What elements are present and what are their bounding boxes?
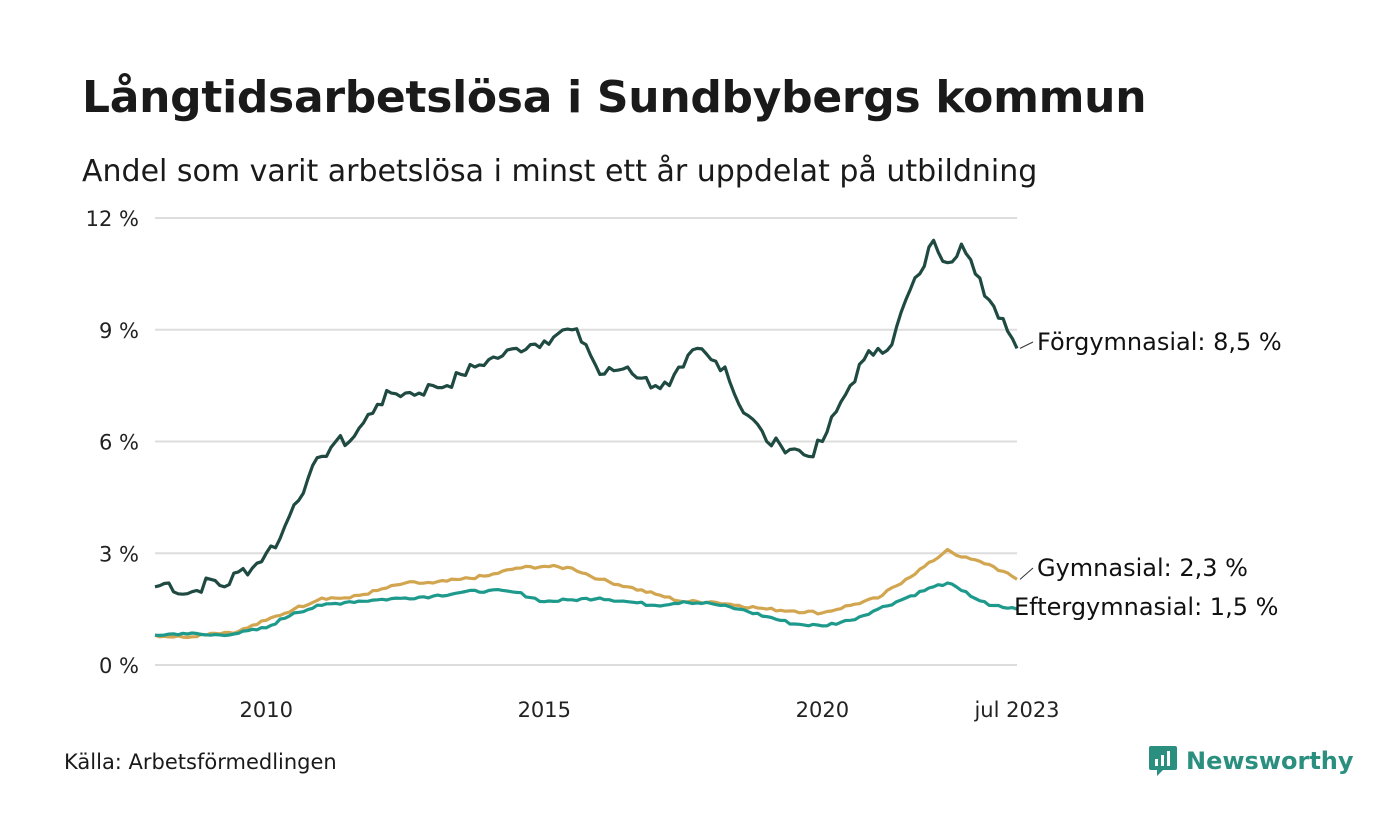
x-tick-label: jul 2023 [973,698,1059,722]
label-leader-line [1019,567,1034,580]
series-line-gymnasial [154,547,1018,640]
series-lines [154,238,1019,640]
chart-title: Långtidsarbetslösa i Sundbybergs kommun [82,72,1147,123]
chart-subtitle: Andel som varit arbetslösa i minst ett å… [82,154,1038,189]
y-tick-label: 9 % [99,319,139,343]
series-line-forgymnasial [154,238,1019,596]
newsworthy-icon [1149,746,1177,776]
y-tick-label: 0 % [99,654,139,678]
y-tick-label: 6 % [99,431,139,455]
x-axis-ticks: 2010 2015 2020 jul 2023 [239,698,1059,722]
x-tick-label: 2015 [518,698,571,722]
series-end-labels: Förgymnasial: 8,5 % Gymnasial: 2,3 % Efter… [1014,328,1282,621]
y-tick-label: 3 % [99,542,139,566]
grid-lines [155,217,1017,666]
brand-name: Newsworthy [1186,747,1354,775]
label-leader-line [1019,341,1034,349]
x-tick-label: 2020 [796,698,849,722]
y-tick-label: 12 % [86,207,139,231]
y-axis-ticks: 0 % 3 % 6 % 9 % 12 % [86,207,139,678]
series-end-label-eftergymnasial: Eftergymnasial: 1,5 % [1014,593,1278,621]
series-end-label-gymnasial: Gymnasial: 2,3 % [1037,554,1248,582]
x-tick-label: 2010 [239,698,292,722]
series-line-eftergymnasial [154,581,1018,638]
source-note: Källa: Arbetsförmedlingen [64,750,337,774]
series-end-label-forgymnasial: Förgymnasial: 8,5 % [1037,328,1282,356]
brand-logo[interactable]: Newsworthy [1148,744,1354,778]
